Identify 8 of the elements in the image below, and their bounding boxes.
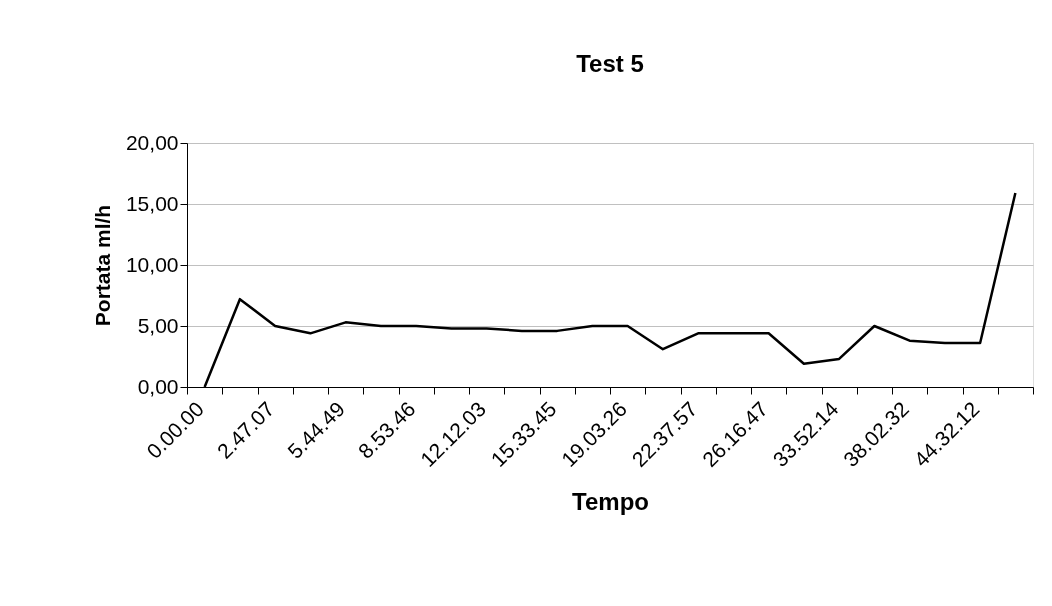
y-tick-label: 15,00 bbox=[125, 191, 179, 215]
chart-title: Test 5 bbox=[576, 50, 644, 77]
y-tick-label: 5,00 bbox=[137, 313, 179, 337]
y-tick-label: 0,00 bbox=[137, 374, 179, 398]
y-tick-label: 20,00 bbox=[125, 130, 179, 154]
x-axis-title: Tempo bbox=[572, 488, 649, 516]
y-axis-title: Portata ml/h bbox=[90, 204, 114, 327]
y-tick-label: 10,00 bbox=[125, 252, 179, 276]
